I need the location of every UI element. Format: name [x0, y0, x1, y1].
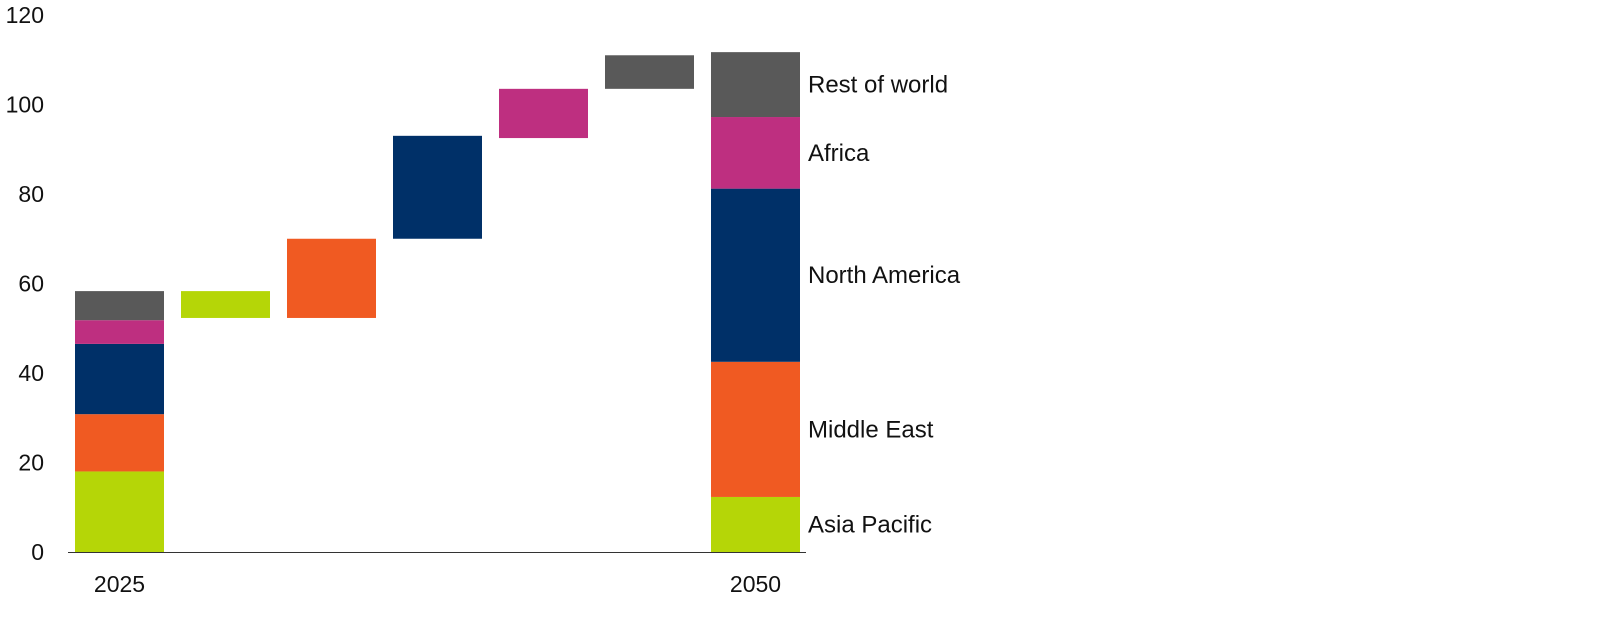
y-tick-label: 40 — [18, 360, 44, 386]
bar-2050-asia-pacific — [711, 496, 800, 552]
bar-2050-north-america — [711, 188, 800, 362]
bar-2050-rest-of-world — [711, 52, 800, 118]
bar-2025-middle-east — [75, 414, 164, 472]
y-axis-ticks: 0 20 40 60 80 100 120 — [6, 2, 44, 565]
x-axis-labels: 2025 2050 — [94, 571, 781, 597]
change-bar-rest-of-world — [605, 55, 694, 89]
bars — [75, 52, 800, 552]
y-tick-label: 20 — [18, 450, 44, 476]
bar-2025-rest-of-world — [75, 291, 164, 321]
change-bar-asia-pacific — [181, 291, 270, 318]
bar-2050-middle-east — [711, 361, 800, 497]
x-tick-label: 2050 — [730, 571, 781, 597]
y-tick-label: 120 — [6, 2, 44, 28]
y-tick-label: 60 — [18, 271, 44, 297]
bar-2025-asia-pacific — [75, 471, 164, 552]
bar-2025-africa — [75, 320, 164, 344]
change-bar-africa — [499, 88, 588, 139]
x-tick-label: 2025 — [94, 571, 145, 597]
bar-2050-africa — [711, 117, 800, 189]
segment-labels: Asia Pacific Middle East North America Afri… — [808, 72, 961, 539]
y-tick-label: 0 — [31, 539, 44, 565]
segment-label-north-america: North America — [808, 262, 961, 289]
segment-label-rest-of-world: Rest of world — [808, 72, 948, 99]
segment-label-middle-east: Middle East — [808, 416, 934, 443]
segment-label-asia-pacific: Asia Pacific — [808, 511, 932, 538]
segment-label-africa: Africa — [808, 140, 870, 167]
y-tick-label: 100 — [6, 92, 44, 118]
change-bar-north-america — [393, 135, 482, 239]
bar-2025-north-america — [75, 343, 164, 415]
y-tick-label: 80 — [18, 181, 44, 207]
change-bar-middle-east — [287, 238, 376, 318]
